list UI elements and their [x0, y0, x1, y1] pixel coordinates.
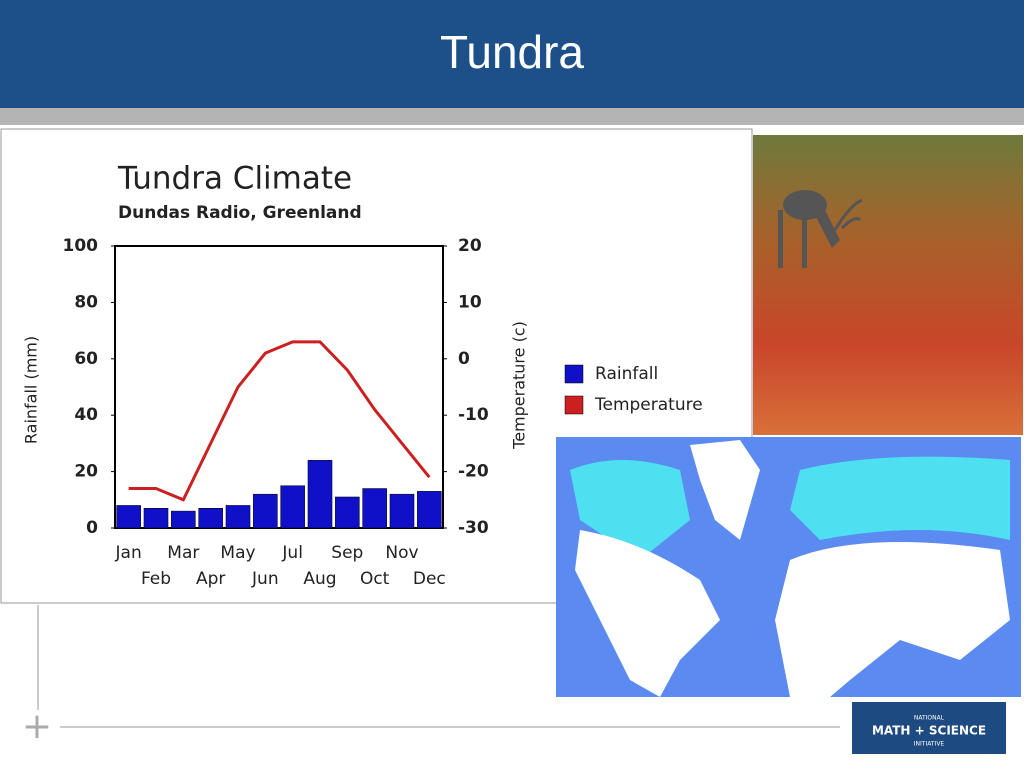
y-tick-label: 0: [86, 518, 98, 538]
bar: [417, 491, 442, 529]
x-tick-label: Jan: [115, 543, 142, 563]
bar: [253, 493, 278, 529]
y2-tick-label: 20: [458, 236, 482, 256]
chart-subtitle: Dundas Radio, Greenland: [118, 203, 362, 223]
y2-tick-label: 0: [458, 349, 470, 369]
x-tick-label: Dec: [413, 569, 446, 589]
chart-title: Tundra Climate: [117, 161, 352, 197]
y-axis-label: Rainfall (mm): [22, 336, 41, 444]
x-tick-label: Sep: [331, 543, 363, 563]
caribou-photo: [753, 135, 1023, 435]
y-tick-label: 60: [74, 349, 98, 369]
x-tick-label: Oct: [360, 569, 390, 589]
y2-tick-label: -30: [458, 518, 489, 538]
legend-swatch: [564, 364, 584, 384]
y2-axis-label: Temperature (c): [510, 321, 529, 450]
x-tick-label: Feb: [141, 569, 171, 589]
bar: [307, 460, 333, 529]
x-tick-label: May: [220, 543, 255, 563]
x-tick-label: Nov: [385, 543, 418, 563]
y-tick-label: 20: [74, 462, 98, 482]
bar: [389, 493, 415, 529]
bar: [280, 485, 305, 529]
logo-text: INITIATIVE: [914, 741, 945, 748]
y2-tick-label: -20: [458, 462, 489, 482]
header-band: [0, 0, 1024, 108]
x-tick-label: Jun: [251, 569, 279, 589]
logo-text: MATH + SCIENCE: [872, 724, 986, 738]
x-tick-label: Jul: [281, 543, 303, 563]
deco-plus: +: [22, 706, 52, 747]
plot-area: [114, 245, 444, 529]
y2-tick-label: 10: [458, 292, 482, 312]
logo-box: [852, 702, 1006, 754]
y-tick-label: 40: [74, 405, 98, 425]
legend-swatch: [564, 395, 584, 415]
y2-tick-label: -10: [458, 405, 489, 425]
legend-label: Rainfall: [595, 364, 658, 384]
x-tick-label: Mar: [167, 543, 199, 563]
slide-title: Tundra: [440, 26, 584, 78]
bar: [198, 508, 223, 529]
x-tick-label: Aug: [303, 569, 336, 589]
map-land: [570, 440, 1010, 697]
bar: [335, 496, 360, 529]
caribou: [778, 190, 863, 268]
bar: [171, 510, 196, 529]
bar: [143, 508, 169, 529]
legend-label: Temperature: [594, 395, 703, 415]
y-tick-label: 80: [74, 292, 98, 312]
bar: [116, 505, 141, 529]
bar: [362, 488, 387, 529]
x-tick-label: Apr: [196, 569, 225, 589]
header-rule: [0, 108, 1024, 125]
bar: [225, 505, 251, 529]
logo-text: NATIONAL: [914, 715, 945, 722]
line: [128, 340, 431, 502]
y-tick-label: 100: [63, 236, 99, 256]
